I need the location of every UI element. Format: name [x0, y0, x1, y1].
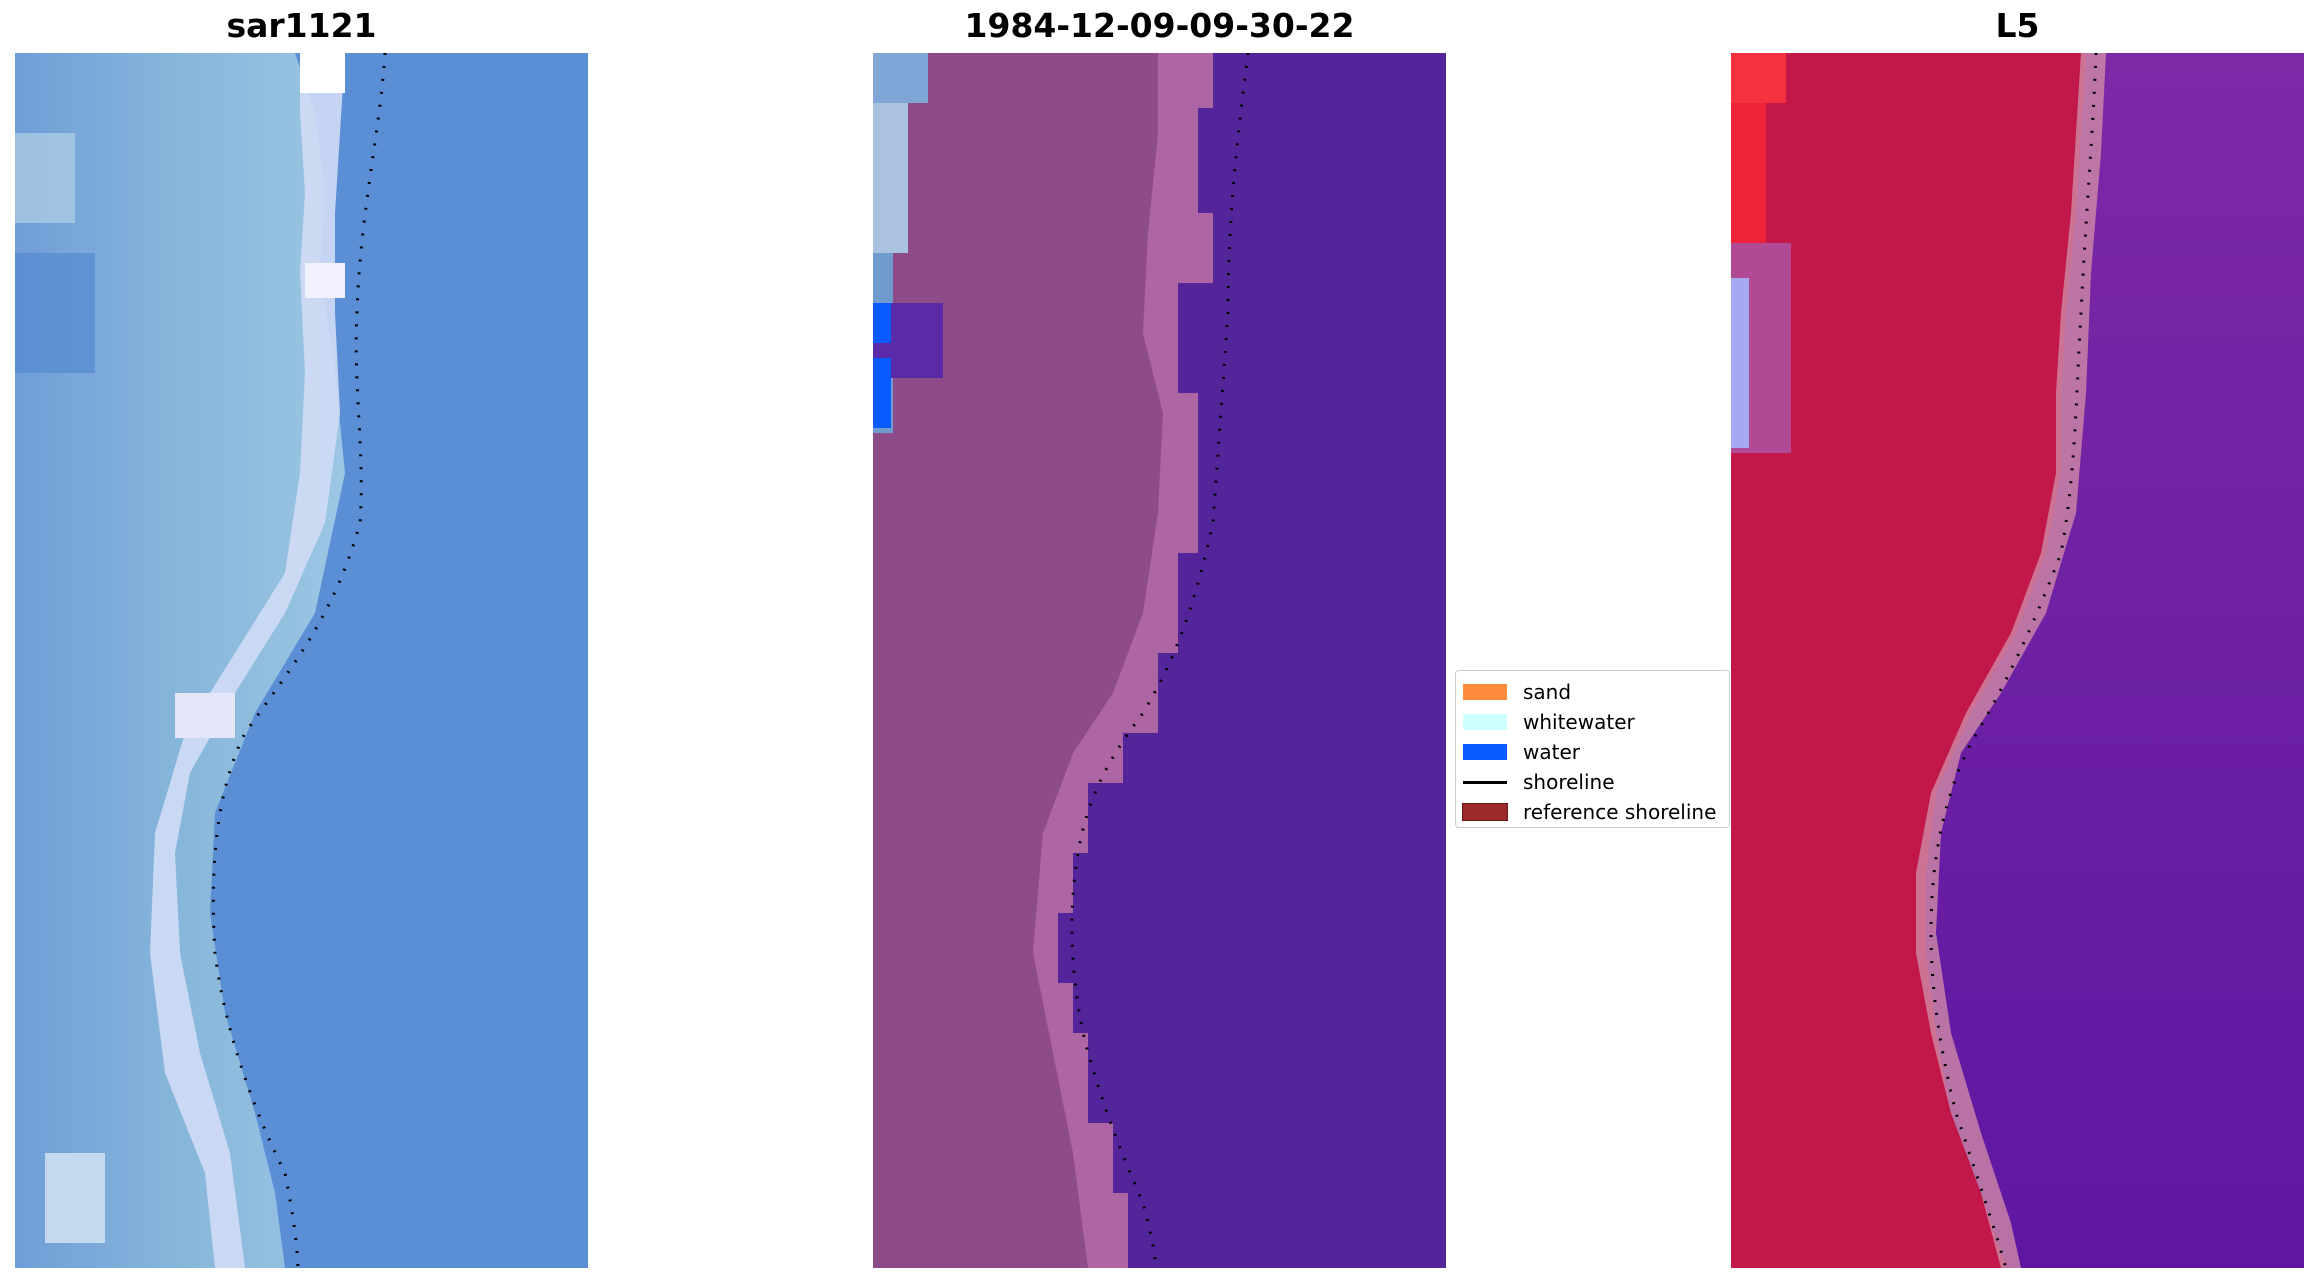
classified-image	[873, 53, 1446, 1268]
land-area	[15, 53, 345, 1268]
bright-patch	[45, 1153, 105, 1243]
classified-svg	[873, 53, 1446, 1268]
legend-item-water: water	[1456, 737, 1729, 767]
legend-swatch-sand	[1463, 684, 1507, 700]
shoreline	[1070, 53, 1250, 1268]
water-patch	[873, 358, 891, 428]
legend-label-water: water	[1523, 740, 1580, 764]
panel-title-sar1121: sar1121	[226, 6, 377, 45]
satellite-rgb-image	[15, 53, 588, 1268]
dark-patch	[15, 253, 95, 373]
bright-patch	[175, 693, 235, 738]
mixed-patch	[1731, 278, 1749, 448]
legend-swatch-water	[1463, 744, 1507, 760]
legend-label-sand: sand	[1523, 680, 1572, 704]
legend-label-shoreline: shoreline	[1523, 770, 1615, 794]
legend: sand whitewater water shoreline referenc…	[1455, 670, 1730, 828]
bright-patch	[1731, 53, 1786, 103]
bright-patch	[305, 263, 345, 298]
mndwi-image	[1731, 53, 2304, 1268]
water-patch	[873, 303, 891, 343]
legend-item-sand: sand	[1456, 677, 1729, 707]
wet-edge	[1916, 53, 2106, 1268]
bright-patch	[15, 133, 75, 223]
land-area	[873, 53, 1213, 1268]
sand-edge	[1033, 53, 1213, 1268]
legend-label-whitewater: whitewater	[1523, 710, 1635, 734]
land-area	[1731, 53, 2086, 1268]
legend-item-whitewater: whitewater	[1456, 707, 1729, 737]
cloud-patch	[873, 103, 908, 253]
legend-swatch-reference-shoreline	[1462, 803, 1508, 821]
mndwi-svg	[1731, 53, 2304, 1268]
legend-item-shoreline: shoreline	[1456, 767, 1729, 797]
beach-strip	[150, 53, 345, 1268]
legend-label-reference-shoreline: reference shoreline	[1523, 800, 1717, 824]
legend-swatch-whitewater	[1463, 714, 1507, 730]
legend-line-shoreline	[1463, 780, 1507, 784]
panel-title-l5: L5	[1995, 6, 2040, 45]
bright-patch	[1731, 103, 1766, 243]
satellite-rgb-svg	[15, 53, 588, 1268]
legend-item-reference-shoreline: reference shoreline	[1456, 797, 1729, 827]
cloud-patch	[873, 53, 928, 103]
panel-title-date: 1984-12-09-09-30-22	[964, 6, 1355, 45]
bright-patch	[300, 53, 345, 93]
